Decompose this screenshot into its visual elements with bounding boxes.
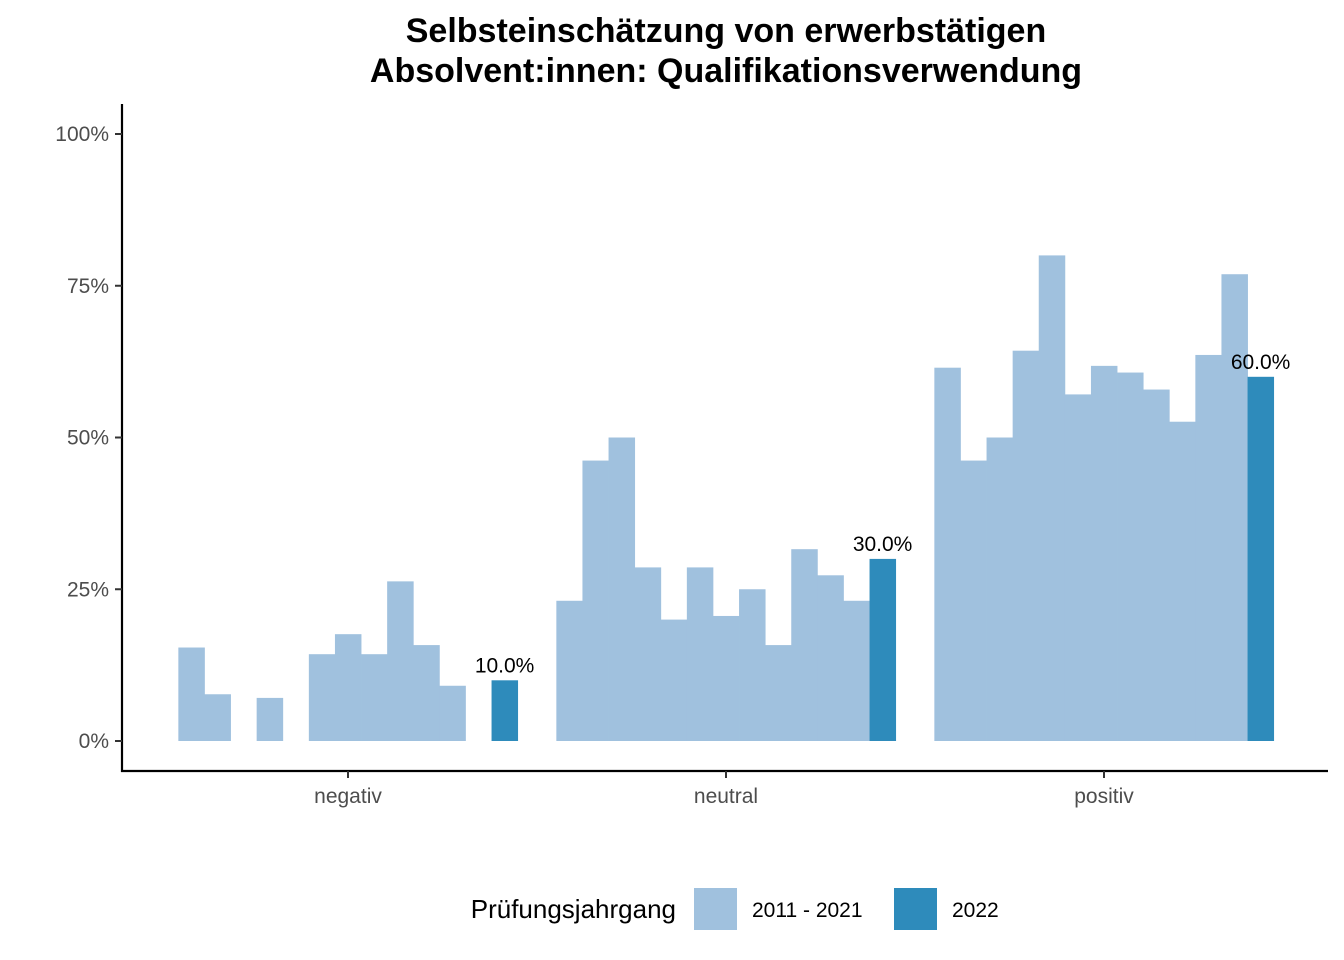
- bar: [791, 549, 818, 741]
- bar: [634, 567, 662, 741]
- y-tick-label: 50%: [67, 427, 109, 450]
- bar: [986, 437, 1014, 741]
- bars-layer: [178, 255, 1275, 741]
- x-tick-label: negativ: [314, 785, 382, 808]
- bar: [712, 615, 740, 741]
- x-tick-label: neutral: [694, 785, 758, 808]
- bar: [686, 567, 714, 741]
- bar: [1143, 389, 1170, 741]
- bar: [178, 647, 205, 741]
- data-label: 60.0%: [1231, 351, 1291, 374]
- bar: [256, 697, 284, 741]
- bar: [413, 645, 440, 741]
- chart-title-line-2: Absolvent:innen: Qualifikationsverwendun…: [370, 52, 1082, 90]
- bar: [1221, 274, 1248, 741]
- data-label: 10.0%: [475, 654, 535, 677]
- bar: [1038, 255, 1066, 741]
- legend-key: [694, 888, 737, 930]
- x-tick-label: positiv: [1074, 785, 1134, 808]
- bar: [308, 654, 336, 741]
- bar: [1064, 394, 1092, 741]
- bar: [960, 460, 987, 741]
- bar: [439, 685, 466, 741]
- y-axis: 0% 25% 50% 75% 100%: [55, 104, 124, 772]
- bar: [204, 694, 231, 741]
- y-tick-label: 100%: [55, 123, 109, 146]
- legend: Prüfungsjahrgang 2011 - 2021 2022: [471, 888, 999, 930]
- legend-key: [894, 888, 937, 930]
- legend-title: Prüfungsjahrgang: [471, 894, 676, 924]
- legend-label: 2022: [952, 899, 999, 922]
- bar: [739, 589, 766, 741]
- bar: [869, 558, 897, 741]
- y-tick-label: 75%: [67, 275, 109, 298]
- y-tick-label: 0%: [79, 730, 109, 753]
- bar: [608, 437, 636, 741]
- bar: [934, 367, 961, 741]
- chart-title-line-1: Selbsteinschätzung von erwerbstätigen: [406, 12, 1046, 50]
- bar: [1169, 421, 1196, 741]
- bar: [765, 645, 792, 741]
- bar: [1012, 350, 1040, 741]
- bar: [843, 600, 870, 741]
- bar: [387, 581, 414, 741]
- bar: [361, 654, 388, 741]
- y-tick-label: 25%: [67, 578, 109, 601]
- bar: [1247, 376, 1275, 741]
- legend-label: 2011 - 2021: [752, 899, 863, 922]
- bar: [817, 575, 844, 741]
- x-axis: negativ neutral positiv: [121, 769, 1328, 808]
- bar: [1090, 365, 1118, 741]
- bar: [1195, 354, 1222, 741]
- bar: [660, 619, 688, 741]
- data-label: 30.0%: [853, 533, 913, 556]
- bar: [334, 634, 362, 741]
- bar: [582, 460, 609, 741]
- bar: [1117, 372, 1144, 741]
- bar: [491, 680, 519, 741]
- data-labels-layer: 10.0% 30.0% 60.0%: [475, 351, 1291, 678]
- bar: [556, 600, 583, 741]
